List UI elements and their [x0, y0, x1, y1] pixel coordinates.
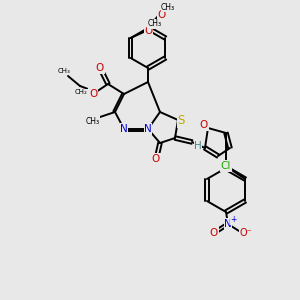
Text: CH₃: CH₃: [161, 2, 175, 11]
Text: O: O: [152, 154, 160, 164]
Text: CH₃: CH₃: [148, 20, 162, 28]
Text: O: O: [96, 63, 104, 73]
Text: O: O: [200, 120, 208, 130]
Text: O: O: [158, 10, 166, 20]
Text: CH₃: CH₃: [86, 116, 100, 125]
Text: S: S: [177, 115, 185, 128]
Text: O: O: [210, 228, 218, 238]
Text: CH₃: CH₃: [58, 68, 70, 74]
Text: Cl: Cl: [221, 161, 231, 171]
Text: H: H: [194, 141, 202, 151]
Text: +: +: [230, 215, 236, 224]
Text: O: O: [89, 89, 97, 99]
Text: N: N: [224, 219, 232, 229]
Text: N: N: [144, 124, 152, 134]
Text: N: N: [120, 124, 128, 134]
Text: CH₂: CH₂: [75, 89, 87, 95]
Text: O: O: [145, 26, 153, 36]
Text: O⁻: O⁻: [240, 228, 252, 238]
